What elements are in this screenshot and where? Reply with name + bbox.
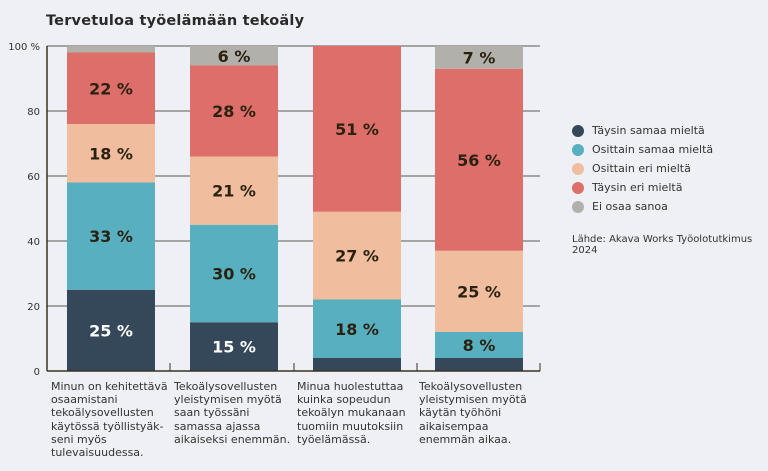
y-tick-label: 40: [27, 237, 40, 248]
y-tick-label: 60: [27, 172, 40, 183]
data-label: 18 %: [335, 320, 379, 339]
bar-segment: [435, 332, 523, 358]
category-label: Minua huolestuttaa kuinka sopeudun tekoä…: [297, 380, 406, 446]
bar-segment: [190, 322, 278, 371]
bar-segment: [435, 46, 523, 69]
bar-segment: [313, 46, 401, 212]
data-label: 7 %: [463, 48, 496, 67]
bar-segment: [313, 358, 401, 371]
category-label: Tekoälysovellusten yleistymisen myötä kä…: [419, 380, 527, 446]
bar-segment: [435, 68, 523, 251]
legend-item: Osittain eri mieltä: [572, 159, 713, 178]
bar-segment: [67, 124, 155, 183]
legend-item: Osittain samaa mieltä: [572, 140, 713, 159]
category-label: Tekoälysovellusten yleistymisen myötä sa…: [174, 380, 291, 446]
data-label: 25 %: [89, 321, 133, 340]
data-label: 30 %: [212, 265, 256, 284]
bar-segment: [435, 250, 523, 332]
bar-segment: [313, 211, 401, 300]
legend-swatch: [572, 143, 584, 156]
source-note: Lähde: Akava Works Työolotutkimus 2024: [572, 234, 753, 256]
bar-segment: [435, 358, 523, 371]
category-label: Minun on kehitettävä osaamistani tekoäly…: [51, 380, 168, 460]
data-label: 6 %: [218, 47, 251, 66]
legend-label: Osittain samaa mieltä: [592, 143, 714, 156]
legend-label: Täysin samaa mieltä: [592, 124, 705, 137]
data-label: 15 %: [212, 338, 256, 357]
bar-segment: [190, 65, 278, 157]
y-tick-label: 20: [27, 302, 40, 313]
y-tick-label: 0: [34, 367, 40, 378]
bar-segment: [67, 289, 155, 371]
data-label: 28 %: [212, 102, 256, 121]
legend-item: Täysin eri mieltä: [572, 178, 713, 197]
legend-swatch: [572, 124, 584, 137]
legend-swatch: [572, 181, 584, 194]
data-label: 22 %: [89, 79, 133, 98]
data-label: 8 %: [463, 336, 496, 355]
legend-label: Ei osaa sanoa: [592, 200, 668, 213]
data-label: 56 %: [457, 151, 501, 170]
bar-segment: [190, 156, 278, 225]
data-label: 27 %: [335, 247, 379, 266]
bar-segment: [313, 299, 401, 358]
data-label: 33 %: [89, 227, 133, 246]
bar-segment: [190, 46, 278, 66]
legend-label: Täysin eri mieltä: [592, 181, 683, 194]
legend-item: Täysin samaa mieltä: [572, 121, 713, 140]
legend-item: Ei osaa sanoa: [572, 197, 713, 216]
chart-title: Tervetuloa työelämään tekoäly: [46, 13, 305, 29]
legend-label: Osittain eri mieltä: [592, 162, 691, 175]
legend-swatch: [572, 162, 584, 175]
data-label: 18 %: [89, 144, 133, 163]
data-label: 21 %: [212, 182, 256, 201]
data-label: 51 %: [335, 120, 379, 139]
bar-segment: [67, 52, 155, 124]
legend-swatch: [572, 200, 584, 213]
data-label: 25 %: [457, 282, 501, 301]
bar-segment: [190, 224, 278, 323]
bar-segment: [67, 46, 155, 53]
y-tick-label: 100 %: [8, 42, 40, 53]
legend: Täysin samaa mieltä Osittain samaa mieltä…: [572, 121, 713, 216]
y-tick-label: 80: [27, 107, 40, 118]
bar-segment: [67, 182, 155, 290]
